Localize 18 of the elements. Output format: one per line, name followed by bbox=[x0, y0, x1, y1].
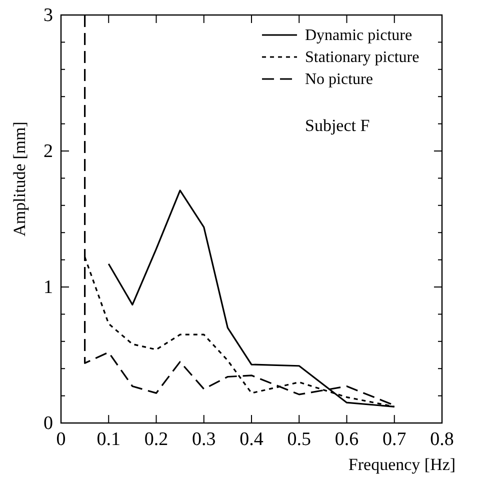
legend-label: Dynamic picture bbox=[305, 27, 412, 44]
x-tick-label: 0.6 bbox=[334, 429, 359, 450]
x-tick-label: 0.3 bbox=[192, 429, 216, 450]
x-axis-title: Frequency [Hz] bbox=[348, 455, 456, 474]
annotation: Subject F bbox=[305, 116, 370, 135]
x-tick-label: 0.7 bbox=[382, 429, 406, 450]
x-tick-label: 0.4 bbox=[240, 429, 264, 450]
y-tick-label: 0 bbox=[44, 413, 53, 434]
x-tick-label: 0.8 bbox=[430, 429, 454, 450]
y-tick-label: 3 bbox=[44, 5, 53, 26]
y-tick-label: 1 bbox=[44, 277, 53, 298]
x-tick-label: 0.5 bbox=[287, 429, 311, 450]
x-tick-label: 0.2 bbox=[144, 429, 168, 450]
y-tick-label: 2 bbox=[44, 141, 53, 162]
legend-label: No picture bbox=[305, 71, 373, 88]
legend-label: Stationary picture bbox=[305, 49, 420, 66]
y-axis-title: Amplitude [mm] bbox=[10, 122, 29, 236]
x-tick-label: 0.1 bbox=[96, 429, 120, 450]
